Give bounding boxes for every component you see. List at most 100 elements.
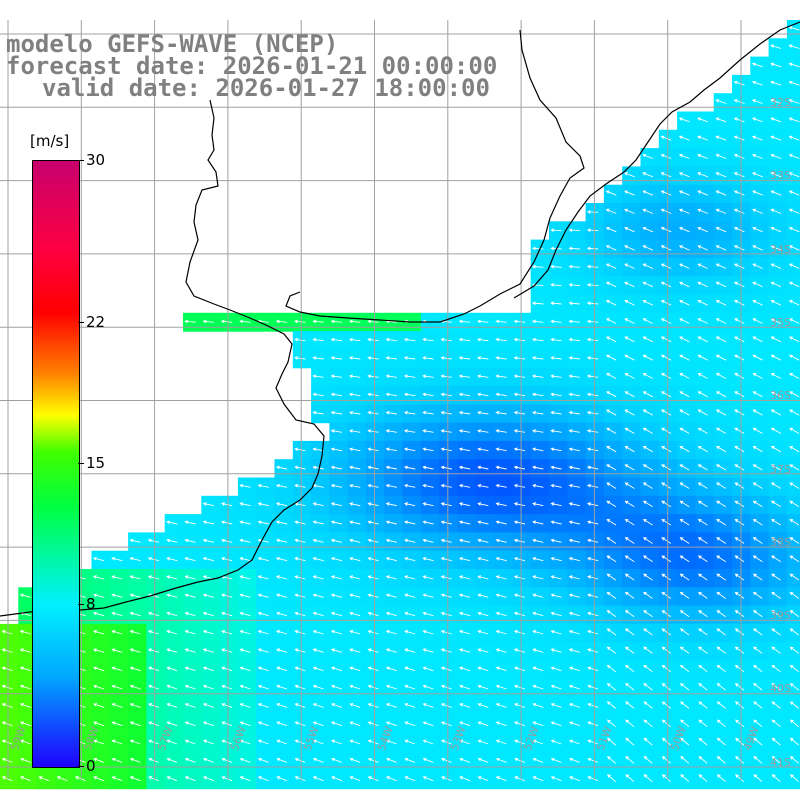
wind-arrow bbox=[733, 263, 745, 269]
wind-arrow bbox=[458, 520, 471, 525]
wind-arrow bbox=[330, 556, 343, 562]
wind-speed-cell bbox=[786, 111, 800, 131]
wind-arrow bbox=[771, 737, 781, 746]
wind-arrow bbox=[770, 318, 782, 324]
wind-arrow bbox=[477, 319, 489, 324]
wind-arrow bbox=[643, 573, 653, 581]
wind-speed-cell bbox=[786, 276, 800, 296]
wind-arrow bbox=[678, 153, 690, 159]
wind-arrow bbox=[660, 153, 672, 159]
wind-arrow bbox=[532, 721, 544, 727]
wind-arrow bbox=[477, 593, 489, 598]
wind-arrow bbox=[642, 245, 654, 251]
wind-arrow bbox=[203, 757, 214, 763]
colorbar-tick-mark bbox=[78, 463, 84, 464]
wind-arrow bbox=[679, 427, 690, 434]
wind-arrow bbox=[624, 610, 635, 618]
wind-arrow bbox=[716, 573, 726, 581]
wind-arrow bbox=[679, 628, 690, 636]
wind-arrow bbox=[661, 482, 672, 489]
wind-arrow bbox=[771, 646, 781, 654]
wind-arrow bbox=[276, 666, 288, 672]
wind-arrow bbox=[221, 721, 233, 727]
wind-arrow bbox=[330, 337, 343, 342]
wind-arrow bbox=[625, 755, 635, 764]
wind-arrow bbox=[550, 703, 562, 708]
wind-arrow bbox=[477, 757, 489, 763]
wind-arrow bbox=[312, 611, 324, 617]
wind-arrow bbox=[568, 721, 580, 727]
wind-arrow bbox=[734, 591, 745, 599]
wind-speed-cell bbox=[786, 221, 800, 241]
wind-arrow bbox=[221, 757, 233, 763]
wind-arrow bbox=[586, 410, 599, 415]
wind-arrow bbox=[715, 135, 727, 141]
wind-arrow bbox=[129, 703, 141, 708]
wind-arrow bbox=[678, 172, 690, 178]
wind-arrow bbox=[422, 666, 434, 672]
wind-arrow bbox=[385, 429, 397, 433]
wind-arrow bbox=[586, 556, 599, 562]
wind-arrow bbox=[1, 648, 13, 653]
wind-arrow bbox=[642, 446, 653, 453]
wind-arrow bbox=[312, 648, 324, 653]
latitude-label: 32S bbox=[770, 96, 791, 109]
wind-arrow bbox=[532, 757, 544, 763]
wind-arrow bbox=[422, 739, 434, 745]
wind-arrow bbox=[385, 721, 397, 727]
wind-arrow bbox=[568, 593, 580, 598]
wind-arrow bbox=[771, 701, 781, 709]
wind-arrow bbox=[257, 483, 269, 488]
wind-arrow bbox=[330, 611, 343, 617]
wind-arrow bbox=[734, 500, 745, 508]
wind-arrow bbox=[148, 684, 160, 690]
wind-arrow bbox=[349, 703, 361, 708]
wind-arrow bbox=[404, 703, 416, 708]
wind-arrow bbox=[606, 446, 617, 453]
wind-arrow bbox=[531, 356, 544, 360]
wind-arrow bbox=[257, 684, 269, 690]
wind-arrow bbox=[586, 264, 599, 269]
wind-arrow bbox=[606, 737, 616, 746]
wind-arrow bbox=[513, 483, 526, 488]
wind-arrow bbox=[661, 518, 672, 526]
wind-arrow bbox=[586, 228, 599, 232]
wind-arrow bbox=[606, 664, 617, 673]
wind-arrow bbox=[422, 447, 434, 452]
wind-arrow bbox=[715, 99, 727, 104]
wind-arrow bbox=[367, 611, 379, 617]
wind-arrow bbox=[715, 300, 727, 306]
wind-arrow bbox=[294, 666, 306, 672]
wind-arrow bbox=[752, 373, 763, 379]
wind-arrow bbox=[569, 757, 580, 763]
wind-arrow bbox=[679, 263, 690, 269]
wind-arrow bbox=[166, 630, 178, 635]
wind-arrow bbox=[367, 520, 379, 525]
wind-arrow bbox=[568, 410, 580, 415]
wind-arrow bbox=[367, 630, 379, 635]
wind-arrow bbox=[495, 356, 507, 360]
wind-arrow bbox=[422, 593, 434, 598]
wind-arrow bbox=[624, 391, 635, 398]
wind-arrow bbox=[568, 301, 580, 306]
wind-arrow bbox=[752, 172, 763, 178]
wind-arrow bbox=[568, 228, 580, 232]
wind-arrow bbox=[642, 172, 654, 178]
wind-speed-cell bbox=[786, 514, 800, 533]
wind-arrow bbox=[751, 99, 763, 104]
wind-arrow bbox=[679, 373, 690, 379]
wind-arrow bbox=[679, 518, 690, 526]
wind-arrow bbox=[348, 337, 361, 342]
wind-arrow bbox=[403, 447, 416, 452]
wind-arrow bbox=[586, 210, 599, 214]
wind-arrow bbox=[239, 648, 251, 653]
wind-speed-cell bbox=[786, 532, 800, 552]
wind-arrow bbox=[624, 537, 635, 544]
wind-arrow bbox=[680, 701, 690, 709]
wind-arrow bbox=[715, 245, 727, 251]
wind-arrow bbox=[404, 721, 416, 727]
wind-arrow bbox=[606, 628, 617, 636]
wind-arrow bbox=[184, 721, 196, 727]
wind-arrow bbox=[680, 719, 690, 728]
